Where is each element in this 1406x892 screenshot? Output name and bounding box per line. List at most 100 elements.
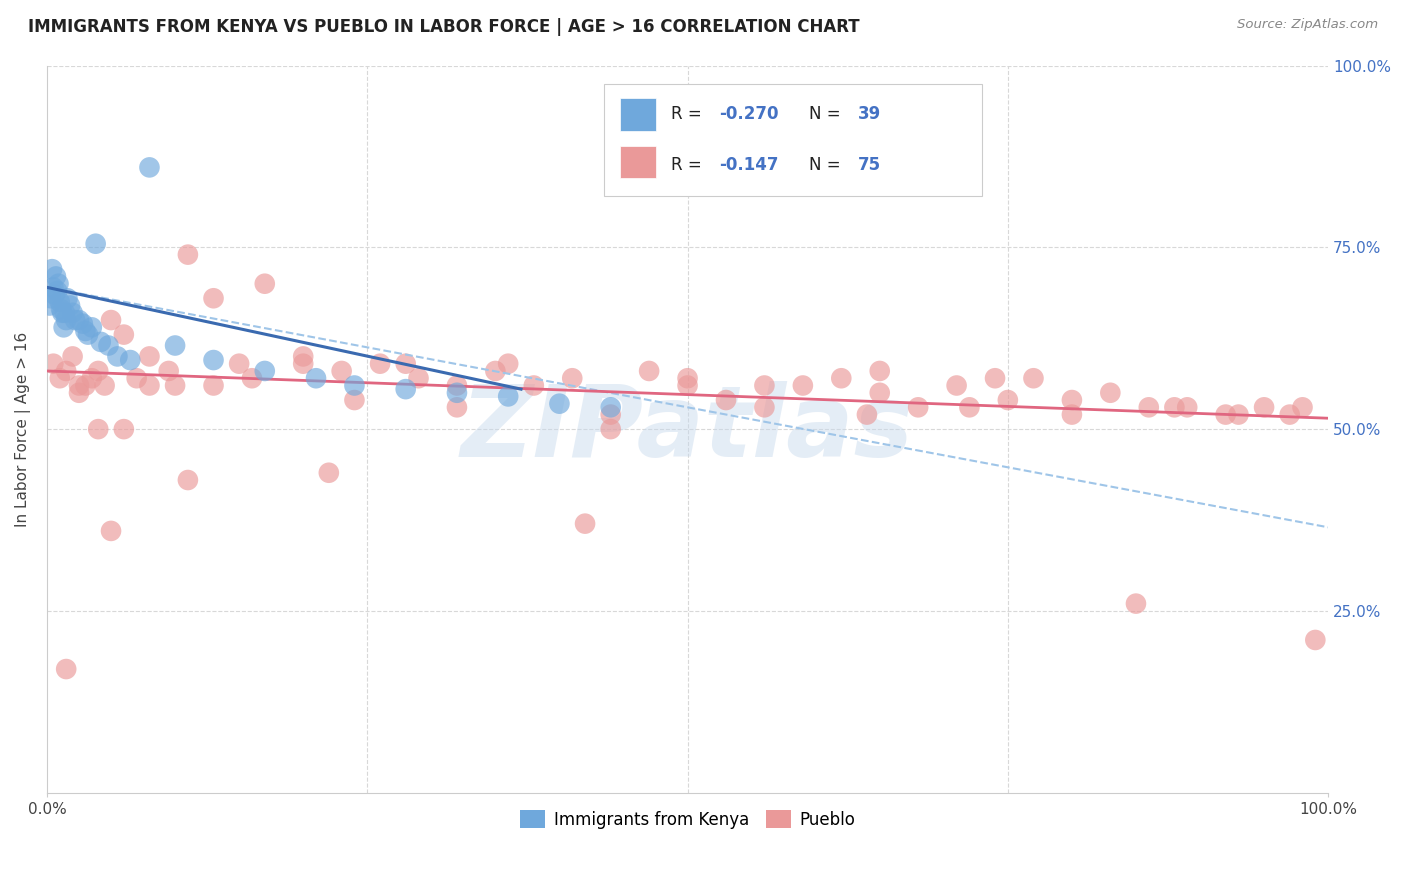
Point xyxy=(599,422,621,436)
Text: 75: 75 xyxy=(858,156,882,174)
Point xyxy=(177,473,200,487)
Point xyxy=(1227,408,1250,422)
Point xyxy=(253,277,276,291)
Point xyxy=(202,353,225,368)
Point xyxy=(62,306,84,320)
Point xyxy=(395,357,418,371)
Point xyxy=(62,350,84,364)
Point xyxy=(39,291,62,305)
Point xyxy=(945,378,967,392)
Point xyxy=(165,378,187,392)
Point xyxy=(446,385,468,400)
Point xyxy=(46,284,69,298)
Point xyxy=(112,422,135,436)
Bar xyxy=(620,145,655,178)
Point xyxy=(305,371,328,385)
Point xyxy=(157,364,180,378)
Point xyxy=(41,262,63,277)
Point xyxy=(67,385,90,400)
Point xyxy=(52,320,75,334)
Point xyxy=(1291,401,1313,415)
Text: 39: 39 xyxy=(858,105,882,123)
Point xyxy=(202,378,225,392)
Point xyxy=(907,401,929,415)
Text: N =: N = xyxy=(810,105,846,123)
Point xyxy=(72,317,94,331)
Point xyxy=(59,299,82,313)
Point xyxy=(984,371,1007,385)
Point xyxy=(446,378,468,392)
Point xyxy=(100,524,122,538)
Text: R =: R = xyxy=(671,156,707,174)
Point xyxy=(368,357,391,371)
Point xyxy=(1060,408,1083,422)
Point xyxy=(55,662,77,676)
Point xyxy=(997,392,1019,407)
Point xyxy=(330,364,353,378)
Point xyxy=(45,269,67,284)
Point xyxy=(44,287,66,301)
Point xyxy=(292,350,315,364)
Point xyxy=(120,353,142,368)
Point xyxy=(253,364,276,378)
Point xyxy=(548,397,571,411)
Point xyxy=(56,291,79,305)
Point xyxy=(80,320,103,334)
Point xyxy=(53,306,76,320)
Text: -0.270: -0.270 xyxy=(720,105,779,123)
Y-axis label: In Labor Force | Age > 16: In Labor Force | Age > 16 xyxy=(15,332,31,527)
Point xyxy=(754,378,776,392)
Point xyxy=(830,371,852,385)
Point xyxy=(1099,385,1122,400)
Point xyxy=(1060,392,1083,407)
Point xyxy=(240,371,263,385)
Point xyxy=(496,389,519,403)
Point xyxy=(84,236,107,251)
Point xyxy=(1278,408,1301,422)
Point xyxy=(1215,408,1237,422)
Point xyxy=(80,371,103,385)
Point xyxy=(138,378,160,392)
Point xyxy=(77,327,100,342)
Point xyxy=(177,247,200,261)
Point xyxy=(87,422,110,436)
Point xyxy=(1125,597,1147,611)
Point xyxy=(51,306,73,320)
Point xyxy=(523,378,546,392)
Point xyxy=(100,313,122,327)
Point xyxy=(343,378,366,392)
Point xyxy=(49,294,72,309)
Point xyxy=(75,378,97,392)
Point xyxy=(676,371,699,385)
Point xyxy=(75,324,97,338)
Text: -0.147: -0.147 xyxy=(720,156,779,174)
Point xyxy=(561,371,583,385)
Point xyxy=(638,364,661,378)
Point xyxy=(138,161,160,175)
Point xyxy=(38,299,60,313)
Point xyxy=(112,327,135,342)
Point xyxy=(49,371,72,385)
Point xyxy=(292,357,315,371)
Point xyxy=(228,357,250,371)
Point xyxy=(869,385,891,400)
Point xyxy=(42,280,65,294)
Point xyxy=(957,401,980,415)
Point xyxy=(1163,401,1185,415)
Point xyxy=(49,302,72,317)
Point xyxy=(55,364,77,378)
Point xyxy=(93,378,115,392)
FancyBboxPatch shape xyxy=(605,84,983,196)
Point xyxy=(714,392,737,407)
Text: N =: N = xyxy=(810,156,846,174)
Point xyxy=(165,338,187,352)
Point xyxy=(87,364,110,378)
Point xyxy=(67,378,90,392)
Point xyxy=(856,408,879,422)
Text: R =: R = xyxy=(671,105,707,123)
Point xyxy=(1175,401,1198,415)
Point xyxy=(869,364,891,378)
Point xyxy=(395,382,418,396)
Point xyxy=(496,357,519,371)
Point xyxy=(446,401,468,415)
